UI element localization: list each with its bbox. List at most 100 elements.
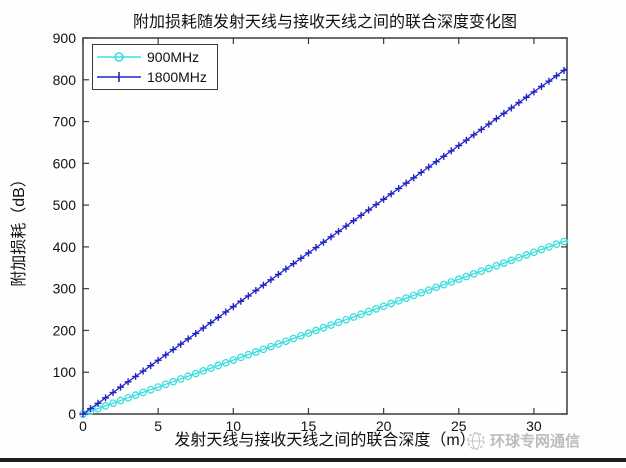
marker-circle-900MHz xyxy=(327,321,335,329)
marker-plus-1800MHz xyxy=(515,99,523,107)
legend-sample-plus-icon xyxy=(97,72,141,83)
marker-circle-900MHz xyxy=(289,334,298,343)
x-tick-label: 10 xyxy=(226,418,242,434)
marker-circle-900MHz xyxy=(252,348,260,356)
marker-plus-1800MHz xyxy=(447,147,455,155)
marker-plus-1800MHz xyxy=(319,238,327,246)
marker-circle-900MHz xyxy=(221,358,230,367)
marker-plus-1800MHz xyxy=(350,217,358,225)
marker-circle-900MHz xyxy=(206,364,215,373)
legend-label-900mhz: 900MHz xyxy=(147,48,200,65)
marker-plus-1800MHz xyxy=(380,195,388,203)
marker-circle-900MHz xyxy=(304,329,313,338)
marker-circle-900MHz xyxy=(319,323,328,332)
marker-plus-1800MHz xyxy=(244,292,252,300)
marker-plus-1800MHz xyxy=(335,227,343,235)
marker-circle-900MHz xyxy=(515,253,523,262)
globe-icon xyxy=(467,431,485,450)
marker-circle-900MHz xyxy=(492,261,501,270)
marker-plus-1800MHz xyxy=(545,77,553,85)
marker-circle-900MHz xyxy=(282,337,290,346)
marker-plus-1800MHz xyxy=(410,174,418,182)
marker-plus-1800MHz xyxy=(357,211,365,219)
bottom-separator xyxy=(0,458,626,462)
legend-item-1800mhz: 1800MHz xyxy=(95,67,215,87)
marker-plus-1800MHz xyxy=(79,410,87,418)
marker-plus-1800MHz xyxy=(259,281,267,289)
marker-circle-900MHz xyxy=(484,264,493,273)
marker-circle-900MHz xyxy=(116,396,125,405)
marker-plus-1800MHz xyxy=(229,303,237,311)
marker-plus-1800MHz xyxy=(387,190,395,198)
x-tick-label: 20 xyxy=(376,418,392,434)
x-tick-label: 0 xyxy=(79,418,87,434)
y-tick-label: 900 xyxy=(53,30,77,46)
y-tick-label: 200 xyxy=(53,322,77,338)
marker-circle-900MHz xyxy=(500,259,508,267)
marker-circle-900MHz xyxy=(454,275,463,284)
marker-plus-1800MHz xyxy=(372,201,380,209)
marker-plus-1800MHz xyxy=(237,297,245,305)
marker-circle-900MHz xyxy=(379,302,388,311)
marker-circle-900MHz xyxy=(124,393,132,402)
marker-plus-1800MHz xyxy=(522,93,530,101)
marker-circle-900MHz xyxy=(101,402,110,410)
marker-circle-900MHz xyxy=(146,385,155,394)
marker-circle-900MHz xyxy=(349,313,358,321)
marker-circle-900MHz xyxy=(169,377,178,386)
y-tick-label: 800 xyxy=(53,72,77,88)
marker-plus-1800MHz xyxy=(139,367,147,375)
marker-plus-1800MHz xyxy=(560,66,568,74)
marker-plus-1800MHz xyxy=(154,356,162,364)
marker-plus-1800MHz xyxy=(162,351,170,359)
y-tick-label: 600 xyxy=(53,155,77,171)
marker-plus-1800MHz xyxy=(184,335,192,343)
marker-plus-1800MHz xyxy=(267,276,275,284)
marker-circle-900MHz xyxy=(477,267,486,276)
series-line-900MHz xyxy=(82,239,568,415)
marker-plus-1800MHz xyxy=(109,389,117,397)
marker-plus-1800MHz xyxy=(199,324,207,332)
marker-plus-1800MHz xyxy=(500,109,508,117)
marker-circle-900MHz xyxy=(184,372,193,381)
marker-plus-1800MHz xyxy=(552,72,560,80)
marker-circle-900MHz xyxy=(402,294,411,302)
marker-circle-900MHz xyxy=(109,399,117,408)
marker-plus-1800MHz xyxy=(207,319,215,327)
y-tick-label: 700 xyxy=(53,114,77,130)
marker-circle-900MHz xyxy=(342,315,350,324)
marker-circle-900MHz xyxy=(522,251,531,259)
marker-circle-900MHz xyxy=(424,286,433,294)
marker-plus-1800MHz xyxy=(402,179,410,187)
marker-plus-1800MHz xyxy=(222,308,230,316)
marker-circle-900MHz xyxy=(236,353,245,362)
marker-plus-1800MHz xyxy=(282,265,290,273)
marker-plus-1800MHz xyxy=(470,131,478,139)
marker-plus-1800MHz xyxy=(477,125,485,133)
marker-plus-1800MHz xyxy=(177,340,185,348)
marker-plus-1800MHz xyxy=(432,158,440,166)
marker-circle-900MHz xyxy=(139,388,147,397)
marker-plus-1800MHz xyxy=(87,405,95,413)
marker-plus-1800MHz xyxy=(395,185,403,193)
marker-circle-900MHz xyxy=(545,243,553,251)
marker-circle-900MHz xyxy=(357,310,365,319)
x-axis-label: 发射天线与接收天线之间的联合深度（m） xyxy=(174,432,476,449)
legend-label-1800mhz: 1800MHz xyxy=(147,69,207,86)
marker-plus-1800MHz xyxy=(312,244,320,252)
marker-plus-1800MHz xyxy=(214,313,222,321)
y-tick-label: 100 xyxy=(53,364,77,380)
x-tick-label: 30 xyxy=(526,418,542,434)
marker-plus-1800MHz xyxy=(169,346,177,354)
marker-plus-1800MHz xyxy=(304,249,312,257)
marker-plus-1800MHz xyxy=(117,383,125,391)
marker-circle-900MHz xyxy=(417,288,426,297)
y-tick-label: 0 xyxy=(68,406,76,422)
marker-circle-900MHz xyxy=(191,369,200,378)
x-tick-label: 25 xyxy=(451,418,467,434)
marker-plus-1800MHz xyxy=(297,254,305,262)
marker-circle-900MHz xyxy=(229,356,238,364)
marker-circle-900MHz xyxy=(560,237,568,246)
marker-plus-1800MHz xyxy=(252,287,260,295)
